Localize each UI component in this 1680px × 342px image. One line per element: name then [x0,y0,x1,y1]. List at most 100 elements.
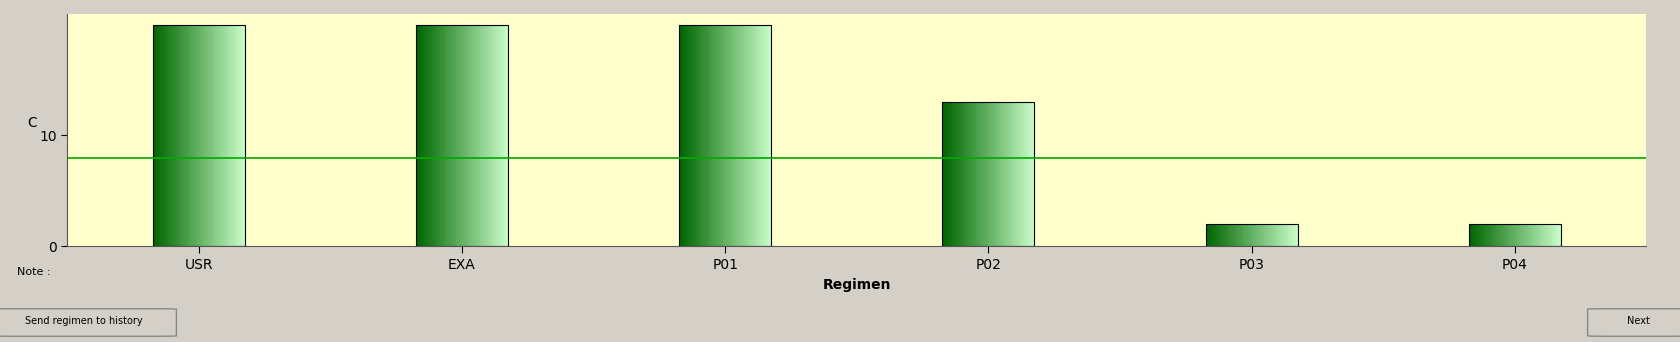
Bar [1001,102,1003,246]
Bar [1250,224,1252,246]
Bar [1020,102,1021,246]
Bar [428,25,430,246]
Bar [996,102,998,246]
Bar [699,25,701,246]
Bar [208,25,210,246]
Bar [976,102,978,246]
Bar [727,25,729,246]
Bar [694,25,696,246]
Bar [486,25,487,246]
Bar [467,25,469,246]
Bar [1537,224,1539,246]
Bar [227,25,228,246]
Bar [756,25,758,246]
Bar [1532,224,1534,246]
Bar [1490,224,1494,246]
Bar [1525,224,1527,246]
Bar [679,25,680,246]
Bar [435,25,437,246]
Bar [480,25,482,246]
Bar [1228,224,1230,246]
Bar [951,102,953,246]
Bar [207,25,208,246]
X-axis label: Regimen: Regimen [823,278,890,292]
Bar [1544,224,1546,246]
Bar [484,25,486,246]
Y-axis label: C: C [27,116,37,130]
Bar [716,25,717,246]
Bar [1483,224,1485,246]
Bar [205,25,207,246]
Bar [732,25,734,246]
Bar [1536,224,1537,246]
Bar [711,25,712,246]
Bar [200,25,203,246]
Bar [768,25,769,246]
Bar [953,102,956,246]
Bar [753,25,754,246]
Bar [432,25,435,246]
Bar [1208,224,1210,246]
Bar [749,25,751,246]
Bar [180,25,181,246]
Bar [993,102,995,246]
Bar [1487,224,1488,246]
Bar [454,25,455,246]
Bar [966,102,968,246]
Bar [1272,224,1273,246]
Bar [181,25,185,246]
Bar [1210,224,1211,246]
Bar [1522,224,1524,246]
Bar [497,25,499,246]
Bar [479,25,480,246]
Bar [1499,224,1500,246]
Bar [956,102,958,246]
Bar [1010,102,1013,246]
Bar [449,25,450,246]
Bar [195,25,197,246]
Bar [754,25,756,246]
Bar [1495,224,1497,246]
Bar [237,25,239,246]
Bar [679,25,771,246]
Bar [477,25,479,246]
Bar [726,25,727,246]
Bar [1475,224,1477,246]
Bar [717,25,719,246]
Bar [156,25,158,246]
Bar [1260,224,1263,246]
Bar [1556,224,1557,246]
Bar [1294,224,1295,246]
Bar [1482,224,1483,246]
Bar [1021,102,1023,246]
Bar [1218,224,1220,246]
Bar [459,25,460,246]
Bar [1519,224,1520,246]
Bar [1003,102,1005,246]
Bar [704,25,706,246]
Bar [225,25,227,246]
Bar [1477,224,1478,246]
Bar [1023,102,1025,246]
Bar [178,25,180,246]
Bar [761,25,763,246]
Bar [212,25,213,246]
Bar [161,25,163,246]
Bar [215,25,217,246]
Bar [1248,224,1250,246]
Bar [1547,224,1551,246]
Bar [1257,224,1258,246]
Bar [197,25,198,246]
Bar [1018,102,1020,246]
Bar [971,102,974,246]
Bar [963,102,964,246]
Bar [1497,224,1499,246]
Bar [1032,102,1033,246]
Bar [1253,224,1255,246]
Bar [203,25,205,246]
Bar [185,25,186,246]
Bar [457,25,459,246]
Bar [158,25,160,246]
Bar [680,25,682,246]
Bar [153,25,245,246]
